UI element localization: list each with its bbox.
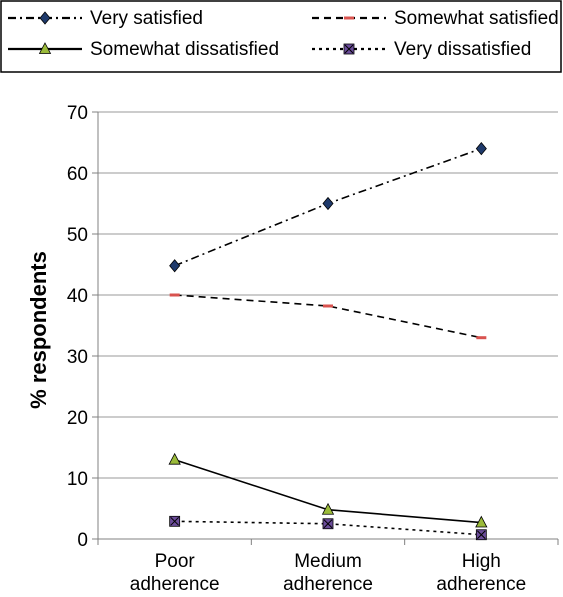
legend-marker-3-cross <box>344 44 354 54</box>
x-tick-label-0: Poor adherence <box>130 551 220 595</box>
series-3 <box>169 515 487 541</box>
y-tick-label-60: 60 <box>67 164 88 185</box>
data-point-0-1 <box>322 196 334 211</box>
data-point-3-0 <box>169 515 181 527</box>
data-point-3-1-cross <box>323 519 333 529</box>
y-tick-label-70: 70 <box>67 103 88 124</box>
y-tick-label-20: 20 <box>67 408 88 429</box>
x-tick-label-line: adherence <box>436 574 526 595</box>
legend-item-3: Very dissatisfied <box>312 39 531 60</box>
x-tick-label-2: High adherence <box>436 551 526 595</box>
legend-item-1: Somewhat satisfied <box>312 8 559 29</box>
data-point-3-2 <box>475 529 487 541</box>
x-tick-label-line: Poor <box>155 551 196 572</box>
data-point-0-0 <box>169 259 181 273</box>
series-line-1 <box>174 294 482 339</box>
data-point-0-2 <box>475 141 487 156</box>
data-point-1-0 <box>169 293 180 297</box>
series-0 <box>169 141 487 273</box>
data-point-3-2-cross <box>476 530 486 540</box>
legend-item-0: Very satisfied <box>8 8 203 29</box>
y-tick-label-10: 10 <box>67 469 88 490</box>
data-point-2-2 <box>475 515 488 528</box>
data-point-1-1 <box>323 304 333 308</box>
data-point-2-1 <box>321 502 335 515</box>
legend-box <box>0 0 562 73</box>
legend-label-3: Very dissatisfied <box>394 39 531 60</box>
x-tick-label-1: Medium adherence <box>283 551 373 595</box>
data-point-1-2 <box>476 336 487 340</box>
y-tick-label-30: 30 <box>67 347 88 368</box>
legend-label-2: Somewhat dissatisfied <box>90 39 279 60</box>
y-axis-label: % respondents <box>26 251 51 409</box>
data-point-3-1 <box>322 518 334 530</box>
data-point-3-0-cross <box>170 516 180 526</box>
legend-item-2: Somewhat dissatisfied <box>8 39 279 60</box>
y-tick-label-0: 0 <box>77 530 88 551</box>
legend-label-1: Somewhat satisfied <box>394 8 559 29</box>
x-tick-label-line: Medium <box>294 551 362 572</box>
legend-marker-0 <box>39 11 51 25</box>
axes <box>97 112 559 545</box>
gridlines <box>92 111 558 540</box>
series-1 <box>169 293 487 340</box>
x-tick-label-line: High <box>462 551 501 572</box>
y-tick-label-40: 40 <box>67 286 88 307</box>
legend-label-0: Very satisfied <box>90 8 203 29</box>
legend-marker-1 <box>344 16 354 20</box>
x-tick-label-line: adherence <box>130 574 220 595</box>
legend: Very satisfied Somewhat satisfied Somewhat… <box>0 0 562 73</box>
series-line-3 <box>174 520 482 536</box>
y-tick-label-50: 50 <box>67 225 88 246</box>
x-tick-label-line: adherence <box>283 574 373 595</box>
series-group <box>168 141 488 541</box>
series-2 <box>168 452 488 528</box>
legend-marker-3 <box>343 43 355 55</box>
data-point-2-0 <box>168 452 181 465</box>
legend-marker-2 <box>38 42 52 54</box>
